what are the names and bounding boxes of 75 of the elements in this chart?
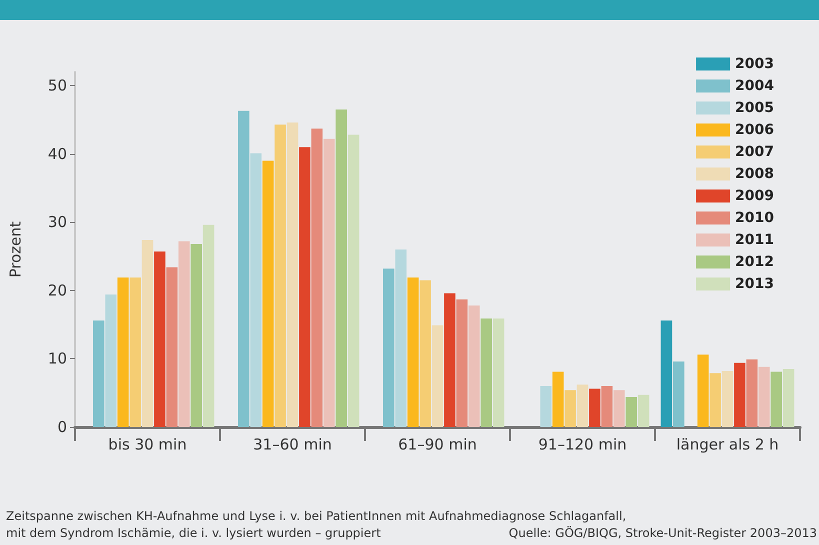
bar — [262, 160, 274, 427]
y-axis-title: Prozent — [6, 221, 24, 278]
bar — [420, 280, 431, 427]
bar — [117, 277, 129, 427]
bar — [311, 128, 323, 427]
bar — [540, 386, 552, 427]
bar — [697, 354, 709, 427]
bar — [601, 386, 613, 427]
legend-label: 2013 — [735, 276, 774, 292]
bar — [286, 122, 298, 427]
bar — [299, 147, 310, 427]
bar — [492, 318, 504, 427]
text: Zeitspanne zwischen KH-Aufnahme und Lyse i. v. bei PatientInnen mit Aufnahmediagnose Schlaganfall, — [6, 509, 626, 523]
bar — [444, 293, 456, 427]
legend-label: 2010 — [735, 210, 774, 226]
bar — [432, 325, 444, 427]
bar — [456, 299, 468, 427]
legend-label: 2011 — [735, 232, 774, 248]
bar — [480, 318, 492, 427]
bar — [178, 241, 190, 427]
legend-label: 2012 — [735, 254, 774, 270]
bar — [722, 371, 734, 427]
y-tick-label: 30 — [48, 213, 67, 232]
legend-label: 2004 — [735, 78, 774, 94]
y-tick-label: 0 — [57, 418, 67, 436]
bar — [190, 244, 202, 427]
y-tick-label: 10 — [48, 350, 67, 368]
bar — [660, 320, 672, 427]
legend-label: 2003 — [735, 56, 774, 72]
x-tick-label: bis 30 min — [108, 436, 187, 454]
x-tick-label: 91–120 min — [538, 436, 627, 454]
bar — [770, 372, 782, 427]
y-tick-label: 40 — [48, 144, 67, 163]
legend-label: 2006 — [735, 122, 774, 138]
bar — [758, 366, 770, 427]
bar — [673, 361, 684, 427]
legend-label: 2007 — [735, 144, 774, 160]
bar — [626, 396, 637, 427]
bar — [105, 294, 117, 427]
bar — [407, 277, 419, 427]
bar — [638, 394, 650, 427]
bar — [274, 124, 286, 427]
bar — [552, 372, 564, 427]
bar — [348, 134, 360, 427]
bar — [746, 359, 758, 427]
bar — [250, 153, 262, 427]
source-note: Quelle: GÖG/BIQG, Stroke-Unit-Register 2003–2013 — [508, 526, 818, 540]
y-tick-label: 20 — [48, 281, 67, 300]
bar — [710, 373, 721, 427]
bar — [154, 252, 166, 427]
text: mit dem Syndrom Ischämie, die i. v. lysiert wurden – gruppiert — [6, 526, 382, 540]
bar — [202, 224, 214, 427]
legend-label: 2005 — [735, 100, 774, 116]
bar — [613, 390, 625, 427]
bar — [93, 320, 104, 427]
bar — [383, 268, 394, 427]
x-tick-label: 31–60 min — [253, 436, 332, 454]
bar — [238, 110, 250, 427]
legend-label: 2008 — [735, 166, 774, 182]
bar — [130, 277, 141, 427]
x-tick-label: länger als 2 h — [676, 436, 779, 454]
bar — [336, 110, 347, 427]
bar — [395, 250, 407, 427]
bar — [576, 384, 588, 427]
bar — [142, 240, 154, 427]
bar — [323, 138, 335, 427]
bar — [166, 267, 178, 427]
bar — [564, 390, 576, 427]
bar — [734, 362, 746, 427]
bar — [782, 368, 794, 427]
bar — [589, 388, 600, 427]
y-tick-label: 50 — [48, 76, 67, 95]
x-tick-label: 61–90 min — [398, 436, 477, 454]
bar — [468, 305, 480, 427]
legend-label: 2009 — [735, 188, 774, 204]
